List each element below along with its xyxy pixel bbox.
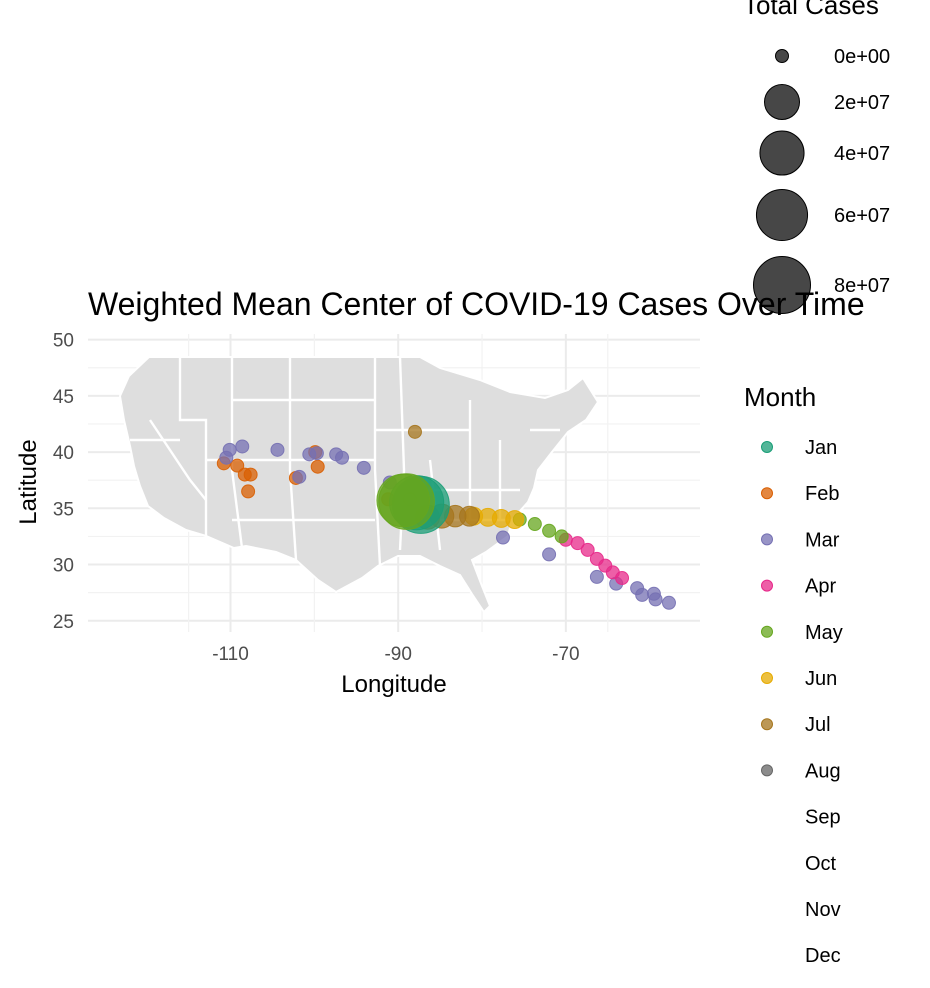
- data-point-mar: [270, 442, 285, 457]
- color-legend-label: Sep: [805, 807, 841, 829]
- color-legend-key: [761, 579, 773, 592]
- data-point-mar: [542, 547, 557, 562]
- data-point-mar: [335, 450, 350, 465]
- data-point-feb: [310, 459, 325, 474]
- data-point-jun: [505, 510, 525, 530]
- color-legend-label: May: [805, 622, 843, 644]
- color-legend-label: Oct: [805, 853, 837, 875]
- data-point-mar: [661, 595, 676, 610]
- size-legend-key: [755, 188, 809, 242]
- color-legend-label: Feb: [805, 483, 839, 505]
- size-legend-label: 6e+07: [834, 205, 890, 227]
- color-legend-label: Mar: [805, 529, 840, 551]
- data-point-may: [554, 529, 569, 544]
- data-point-feb: [230, 458, 245, 473]
- color-legend-key: [761, 533, 773, 546]
- color-legend-label: Jan: [805, 437, 837, 459]
- data-point-feb: [243, 467, 258, 482]
- y-tick-label: 35: [53, 499, 74, 520]
- data-point-mar: [356, 460, 371, 475]
- color-legend-label: Jul: [805, 714, 831, 736]
- color-legend-label: Nov: [805, 899, 841, 921]
- x-axis-title: Longitude: [341, 671, 446, 698]
- y-tick-label: 45: [53, 387, 74, 408]
- data-point-mar: [648, 592, 663, 607]
- data-point-mar: [635, 587, 650, 602]
- size-legend-key: [753, 256, 811, 314]
- data-point-may: [378, 473, 435, 530]
- state-borders: [130, 356, 560, 567]
- chart-title: Weighted Mean Center of COVID-19 Cases O…: [88, 286, 865, 322]
- data-point-mar: [495, 530, 510, 545]
- y-axis-title: Latitude: [15, 439, 42, 524]
- axes: -110 -90 -70 25 30 35 40 45 50: [53, 331, 580, 665]
- color-legend-key: [761, 764, 773, 777]
- color-legend-title: Month: [744, 382, 816, 412]
- size-legend-title: Total Cases: [743, 0, 879, 20]
- y-tick-label: 30: [53, 556, 74, 577]
- size-legend-key: [759, 130, 805, 176]
- color-legend: Month Jan Feb Mar Apr May Jun Jul Aug Sep Oct Nov D…: [744, 382, 843, 967]
- y-tick-label: 40: [53, 443, 74, 464]
- size-legend-label: 0e+00: [834, 46, 890, 68]
- y-tick-label: 50: [53, 331, 74, 352]
- y-tick-label: 25: [53, 612, 74, 633]
- data-point-feb: [241, 484, 256, 499]
- color-legend-label: Aug: [805, 760, 841, 782]
- size-legend-label: 4e+07: [834, 143, 890, 165]
- data-point-mar: [235, 439, 250, 454]
- data-point-may: [542, 523, 557, 538]
- color-legend-key: [761, 625, 773, 638]
- color-legend-key: [761, 487, 773, 500]
- color-legend-label: Jun: [805, 668, 837, 690]
- data-point-apr: [570, 536, 585, 551]
- x-tick-label: -110: [212, 644, 249, 665]
- data-point-may: [527, 517, 542, 532]
- data-point-mar: [292, 469, 307, 484]
- size-legend-label: 2e+07: [834, 92, 890, 114]
- data-point-mar: [589, 569, 604, 584]
- data-point-apr: [580, 542, 595, 557]
- us-land-shape: [118, 356, 600, 614]
- us-states-basemap: [118, 356, 600, 614]
- data-point-apr: [615, 571, 630, 586]
- color-legend-label: Dec: [805, 945, 841, 967]
- data-point-mar: [222, 442, 237, 457]
- color-legend-key: [761, 441, 773, 453]
- data-point-mar: [309, 446, 324, 461]
- color-legend-key: [761, 718, 773, 731]
- color-legend-label: Apr: [805, 576, 836, 598]
- size-legend-key: [775, 49, 789, 63]
- size-legend: Total Cases 0e+00 2e+07 4e+07 6e+07 8e+07: [743, 0, 890, 314]
- size-legend-label: 8e+07: [834, 275, 890, 297]
- data-point-jul: [458, 505, 480, 527]
- data-points: [216, 424, 676, 610]
- data-point-jul: [407, 424, 422, 439]
- x-tick-label: -90: [384, 644, 411, 665]
- color-legend-key: [761, 672, 773, 684]
- size-legend-key: [764, 84, 800, 120]
- x-tick-label: -70: [552, 644, 579, 665]
